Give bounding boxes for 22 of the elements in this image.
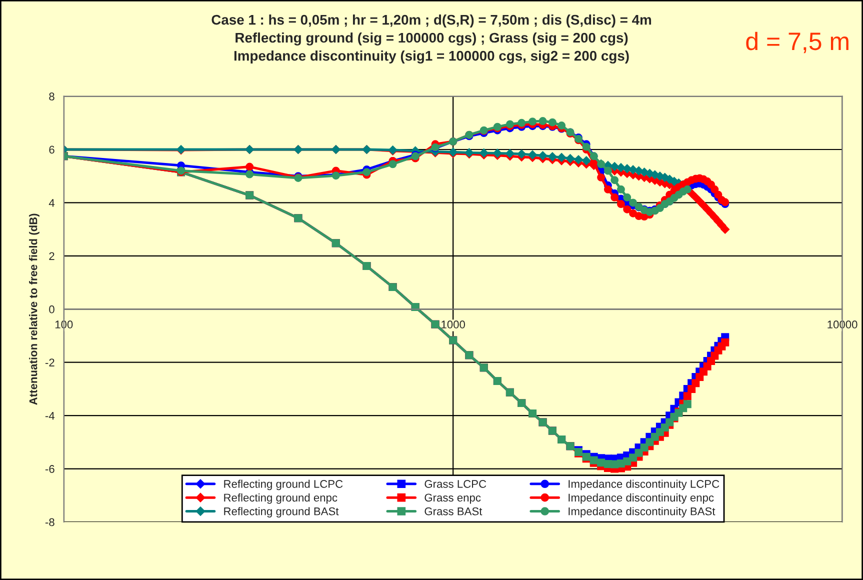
y-tick-label: 8 (49, 92, 54, 100)
legend-label: Grass enpc (424, 494, 481, 504)
legend-label: Grass BASt (424, 507, 482, 516)
x-tick-label: 1000 (442, 320, 465, 328)
legend-label: Impedance discontinuity enpc (568, 493, 714, 504)
legend-label: Reflecting ground enpc (224, 493, 338, 504)
y-axis-title: Attenuation relative to free field (dB) (29, 214, 40, 405)
chart-title: Case 1 : hs = 0,05m ; hr = 1,20m ; d(S,R) = 7,50m ; dis (S,disc) = 4m Reflecting ground (sig = 100000 cgs) ; Grass (sig = 200 cgs) Impedance discontinuity (sig1 = 100000 cgs, sig2 = 200 cgs) (212, 14, 652, 64)
y-tick-label: 0 (49, 305, 54, 314)
text: d = 7,5 m (746, 32, 848, 54)
legend-label: Reflecting ground LCPC (224, 480, 343, 490)
legend-label: Grass LCPC (424, 480, 486, 488)
y-tick-label: -6 (45, 465, 54, 473)
y-tick-label: 2 (49, 252, 54, 260)
y-tick-label: 6 (49, 146, 54, 154)
legend-label: Impedance discontinuity LCPC (568, 480, 720, 490)
legend-label: Impedance discontinuity BASt (568, 507, 716, 518)
legend-label: Reflecting ground BASt (224, 507, 339, 518)
y-tick-label: -4 (45, 412, 55, 420)
y-tick-label: 4 (48, 199, 55, 207)
y-tick-label: -2 (45, 358, 54, 366)
y-tick-label: -8 (45, 518, 54, 526)
